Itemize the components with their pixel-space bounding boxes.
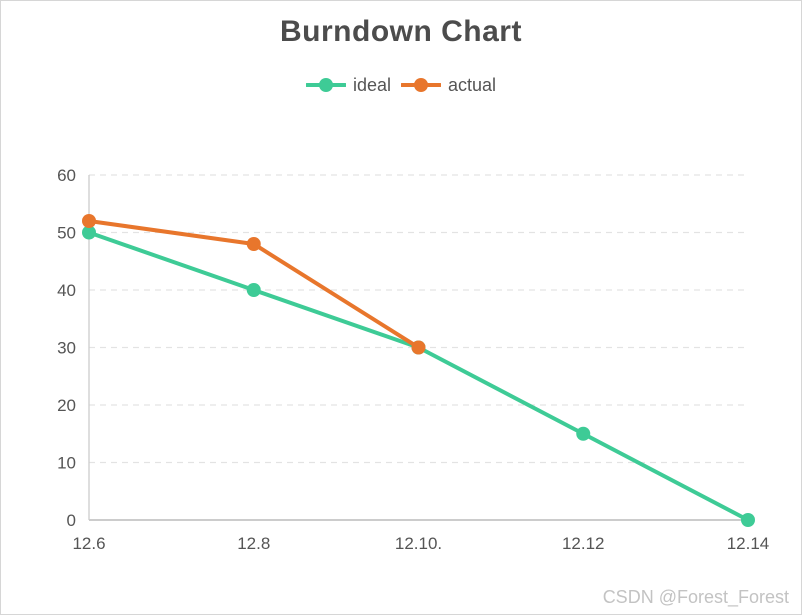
x-tick-label-0: 12.6	[72, 534, 105, 553]
legend-label-actual: actual	[447, 74, 497, 95]
y-tick-label-10: 10	[57, 454, 76, 473]
y-tick-label-60: 60	[57, 166, 76, 185]
legend-marker-dot	[318, 78, 333, 92]
data-point-ideal-12.14[interactable]	[741, 513, 755, 527]
x-tick-label-4: 12.14	[727, 534, 770, 553]
legend: ideal actual	[1, 72, 801, 98]
y-tick-label-50: 50	[57, 224, 76, 243]
data-point-actual-12.6[interactable]	[82, 214, 96, 228]
legend-item-ideal[interactable]: ideal	[305, 74, 391, 96]
data-point-actual-12.10.[interactable]	[411, 340, 426, 355]
data-point-ideal-12.6[interactable]	[82, 225, 96, 240]
legend-marker-actual	[400, 78, 441, 92]
watermark: CSDN @Forest_Forest	[602, 587, 789, 607]
x-tick-label-2: 12.10.	[395, 534, 442, 553]
legend-label-ideal: ideal	[352, 74, 391, 95]
y-tick-label-40: 40	[57, 281, 76, 300]
data-point-actual-12.8[interactable]	[246, 237, 261, 251]
data-point-ideal-12.12[interactable]	[576, 426, 591, 441]
legend-marker-dot	[413, 78, 428, 92]
data-point-ideal-12.8[interactable]	[246, 283, 261, 297]
legend-item-actual[interactable]: actual	[400, 74, 497, 96]
y-tick-label-20: 20	[57, 396, 76, 415]
chart-title: Burndown Chart	[280, 15, 522, 48]
y-tick-label-30: 30	[57, 339, 76, 358]
y-tick-label-0: 0	[67, 511, 76, 530]
legend-marker-ideal	[305, 78, 346, 92]
x-tick-label-3: 12.12	[562, 534, 605, 553]
series-line-ideal[interactable]	[87, 230, 750, 522]
x-tick-label-1: 12.8	[237, 534, 270, 553]
